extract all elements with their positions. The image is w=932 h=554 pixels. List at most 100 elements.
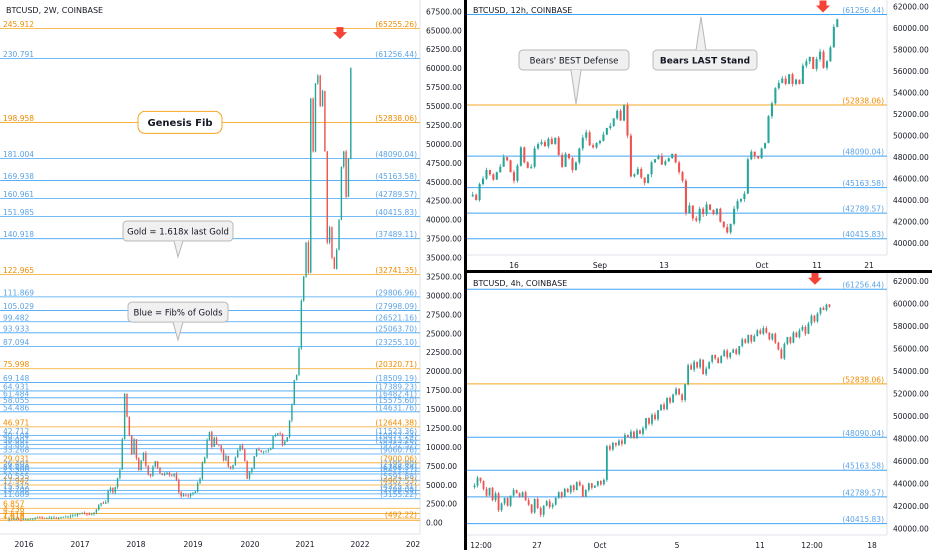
candle-body <box>822 307 825 311</box>
candle-body <box>277 433 279 435</box>
candle-body <box>204 457 206 463</box>
y-tick-label-16: 27500.00 <box>426 310 462 319</box>
candle-body <box>633 174 636 177</box>
candle-body <box>777 82 780 89</box>
fib-price-label-29: (6421.27) <box>380 466 417 475</box>
fib-price-label-12: (25063.70) <box>375 324 417 333</box>
candle-body <box>24 519 27 521</box>
y-tick-label-1: 60000.00 <box>893 299 929 308</box>
fib-price-label-23: (10313.26) <box>375 436 417 445</box>
candle-body <box>602 134 605 141</box>
candle-body <box>756 330 759 336</box>
candle-body <box>574 162 577 170</box>
candle-body <box>272 436 274 449</box>
candle-body <box>90 513 93 515</box>
candle-body <box>126 393 128 417</box>
candle-body <box>343 151 345 167</box>
fib-ratio-label-37: 2.618 <box>3 510 25 519</box>
candle-body <box>705 204 708 215</box>
candle-body <box>792 332 795 343</box>
candle-body <box>650 162 653 175</box>
fib-price-label-25: (9060.76) <box>380 446 417 455</box>
candle-body <box>660 156 663 165</box>
candle-body <box>171 474 173 476</box>
y-tick-label-0: 62000.00 <box>893 277 929 286</box>
candle-body <box>561 154 564 167</box>
candle-body <box>476 477 479 486</box>
candle-body <box>642 428 644 434</box>
candle-body <box>88 514 90 516</box>
candle-body <box>767 116 770 144</box>
y-tick-label-4: 54000.00 <box>893 89 929 98</box>
candle-body <box>750 334 753 342</box>
y-tick-label-9: 44000.00 <box>893 196 929 205</box>
y-tick-label-11: 40000.00 <box>893 524 929 533</box>
candle-body <box>602 479 605 485</box>
y-tick-label-4: 57500.00 <box>426 83 462 92</box>
fib-ratio-label-25: 33.268 <box>3 446 29 455</box>
y-tick-label-13: 35000.00 <box>426 254 462 263</box>
candle-body <box>636 168 639 175</box>
fib-price-label-15: (18509.19) <box>375 374 417 383</box>
candle-body <box>220 445 222 451</box>
candle-body <box>750 151 753 160</box>
candle-body <box>587 483 590 491</box>
candle-body <box>757 156 760 159</box>
candle-body <box>293 380 295 405</box>
candle-body <box>281 434 284 445</box>
candle-body <box>671 153 674 159</box>
y-tick-label-5: 52000.00 <box>893 389 929 398</box>
candle-body <box>557 137 560 155</box>
candle-body <box>687 365 690 385</box>
candle-body <box>545 501 548 506</box>
candle-body <box>10 519 13 521</box>
candle-body <box>109 487 112 491</box>
candle-body <box>241 445 244 450</box>
candle-body <box>482 178 485 184</box>
candle-body <box>218 444 220 446</box>
candle-body <box>86 513 88 515</box>
candle-body <box>60 517 62 519</box>
x-tick-label-4: 2020 <box>240 540 259 549</box>
candle-body <box>825 304 828 311</box>
fib-price-label-34: (3155.22) <box>380 490 417 499</box>
candle-body <box>267 449 270 451</box>
y-tick-label-9: 45000.00 <box>426 178 462 187</box>
candle-body <box>159 467 161 474</box>
candle-body <box>825 61 828 68</box>
y-tick-label-3: 56000.00 <box>893 344 929 353</box>
y-tick-label-9: 44000.00 <box>893 479 929 488</box>
candle-body <box>571 158 574 170</box>
candle-body <box>540 142 543 145</box>
candle-body <box>643 177 646 183</box>
candle-body <box>55 517 58 519</box>
candle-body <box>829 47 832 62</box>
x-tick-label-5: 2021 <box>295 540 314 549</box>
candle-body <box>738 346 741 354</box>
candle-body <box>651 414 653 424</box>
candle-body <box>567 153 571 159</box>
candle-body <box>828 304 831 307</box>
panel-divider-horizontal <box>467 270 932 273</box>
candle-body <box>291 404 293 421</box>
candle-body <box>138 458 140 471</box>
candle-body <box>516 165 519 181</box>
candle-body <box>813 315 816 322</box>
candle-body <box>564 153 567 167</box>
candle-body <box>688 205 691 214</box>
candle-body <box>645 418 647 429</box>
candle-body <box>815 59 818 69</box>
candle-body <box>232 465 234 469</box>
y-tick-label-18: 22500.00 <box>426 348 462 357</box>
candle-body <box>65 516 67 518</box>
candle-body <box>639 430 641 434</box>
candle-body <box>717 358 720 363</box>
candle-body <box>585 132 588 138</box>
candle-body <box>105 502 107 504</box>
candle-body <box>708 204 712 210</box>
candle-body <box>244 449 246 462</box>
y-tick-label-7: 48000.00 <box>893 153 929 162</box>
fib-price-label-0: (61256.44) <box>842 281 884 290</box>
candle-body <box>533 499 536 513</box>
candle-body <box>816 313 819 322</box>
